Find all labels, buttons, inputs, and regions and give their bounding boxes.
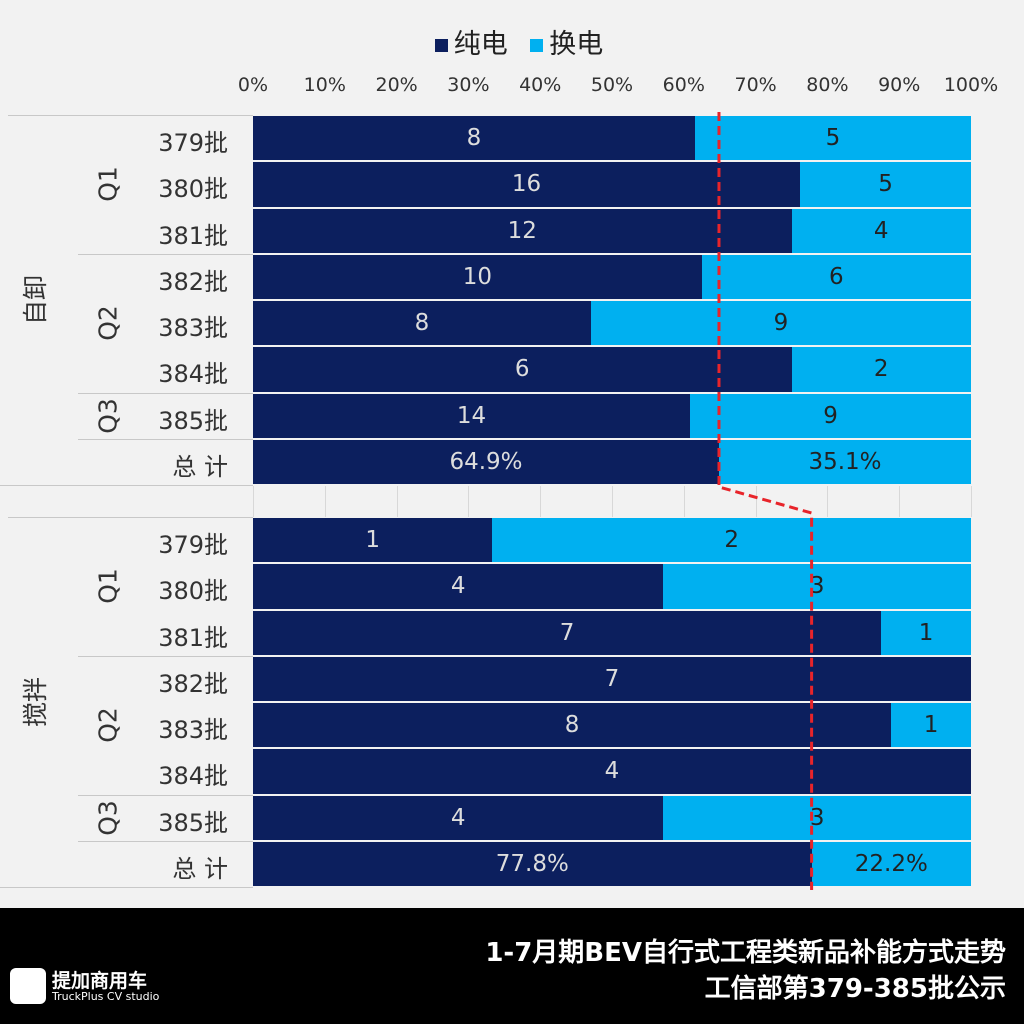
- bar-segment-bev: 8: [253, 301, 591, 346]
- bar-segment-swap: 35.1%: [718, 439, 971, 484]
- x-tick-label: 80%: [806, 74, 849, 96]
- bar-segment-bev: 7: [253, 656, 971, 701]
- x-tick-label: 70%: [734, 74, 777, 96]
- quarter-divider: [78, 392, 253, 394]
- bar-segment-bev: 4: [253, 795, 664, 840]
- row-label: 384批: [158, 762, 228, 791]
- row-label: 379批: [158, 531, 228, 559]
- logo-icon: [10, 968, 46, 1004]
- x-tick-label: 20%: [375, 74, 418, 96]
- bar-segment-swap: 22.2%: [811, 841, 971, 886]
- quarter-divider: [78, 253, 253, 255]
- bar-segment-swap: 5: [800, 162, 971, 207]
- bar-segment-bev: 64.9%: [253, 439, 719, 484]
- bar-segment-bev: 10: [253, 254, 702, 299]
- legend-label-bev: 纯电: [453, 29, 508, 60]
- x-tick-label: 90%: [878, 74, 921, 96]
- bar-segment-bev: 77.8%: [253, 841, 812, 886]
- x-tick-label: 0%: [237, 74, 269, 96]
- group-bottom: [0, 485, 253, 486]
- bar-segment-bev: 8: [253, 703, 892, 748]
- group-divider: [8, 517, 253, 518]
- bar-segment-swap: 1: [881, 610, 971, 655]
- bar-segment-swap: 6: [701, 254, 971, 299]
- bar-segment-bev: 4: [253, 749, 971, 794]
- logo-text: 提加商用车: [52, 970, 148, 992]
- legend-swatch-bev: [434, 39, 448, 52]
- gridline: [755, 486, 757, 517]
- x-tick-label: 100%: [943, 74, 999, 96]
- gridline: [827, 486, 829, 517]
- legend-swatch-swap: [530, 39, 544, 52]
- footer: [0, 908, 1024, 1024]
- bar-segment-swap: 3: [663, 564, 971, 609]
- row-label: 381批: [158, 221, 228, 250]
- legend-label-swap: 换电: [549, 29, 604, 60]
- bar-segment-bev: 12: [253, 208, 792, 253]
- bar-segment-swap: 9: [590, 301, 971, 346]
- bar-segment-bev: 4: [253, 564, 664, 609]
- x-tick-label: 60%: [662, 74, 705, 96]
- bar-segment-swap: 1: [891, 703, 971, 748]
- legend: 纯电 换电: [0, 22, 1024, 61]
- gridline: [612, 486, 613, 517]
- row-label: 385批: [158, 808, 228, 837]
- row-label: 380批: [158, 577, 228, 606]
- row-label: 总 计: [172, 854, 228, 883]
- row-label: 380批: [158, 175, 228, 204]
- x-tick-label: 10%: [303, 74, 346, 96]
- bar-segment-swap: 4: [791, 208, 971, 253]
- quarter-divider: [78, 840, 253, 842]
- logo-subtext: TruckPlus CV studio: [52, 990, 160, 1003]
- bar-segment-bev: 14: [253, 393, 691, 438]
- row-label: 381批: [158, 623, 228, 652]
- group-divider: [8, 115, 253, 116]
- x-tick-label: 40%: [519, 74, 562, 96]
- bar-segment-bev: 8: [253, 116, 695, 161]
- row-label: 385批: [158, 406, 228, 435]
- footer-title: 1-7月期BEV自行式工程类新品补能方式走势: [485, 938, 1006, 968]
- bar-segment-swap: 3: [663, 795, 971, 840]
- bar-segment-swap: 9: [690, 393, 971, 438]
- bar-segment-bev: 6: [253, 347, 792, 392]
- quarter-divider: [78, 438, 253, 440]
- trend-dashed-line: [717, 112, 814, 890]
- bar-segment-bev: 16: [253, 162, 801, 207]
- gridline: [683, 486, 685, 517]
- gridline: [468, 486, 470, 517]
- gridline: [971, 486, 972, 517]
- gridline: [253, 486, 254, 517]
- quarter-divider: [78, 794, 253, 796]
- bar-segment-bev: 1: [253, 518, 493, 563]
- row-label: 382批: [158, 669, 228, 698]
- gridline: [324, 486, 326, 517]
- footer-subtitle: 工信部第379-385批公示: [704, 974, 1006, 1004]
- row-label: 总 计: [172, 452, 228, 481]
- quarter-divider: [78, 655, 253, 657]
- row-label: 379批: [158, 129, 228, 157]
- row-label: 383批: [158, 314, 228, 342]
- bar-segment-swap: 5: [694, 116, 971, 161]
- gridline: [899, 486, 901, 517]
- row-label: 383批: [158, 716, 228, 744]
- gridline: [396, 486, 398, 517]
- x-tick-label: 30%: [447, 74, 490, 96]
- row-label: 384批: [158, 360, 228, 389]
- group-bottom: [0, 887, 253, 888]
- row-label: 382批: [158, 267, 228, 296]
- gridline: [540, 486, 542, 517]
- bar-segment-swap: 2: [791, 347, 971, 392]
- x-tick-label: 50%: [590, 74, 634, 96]
- bar-segment-bev: 7: [253, 610, 882, 655]
- bar-segment-swap: 2: [492, 518, 971, 563]
